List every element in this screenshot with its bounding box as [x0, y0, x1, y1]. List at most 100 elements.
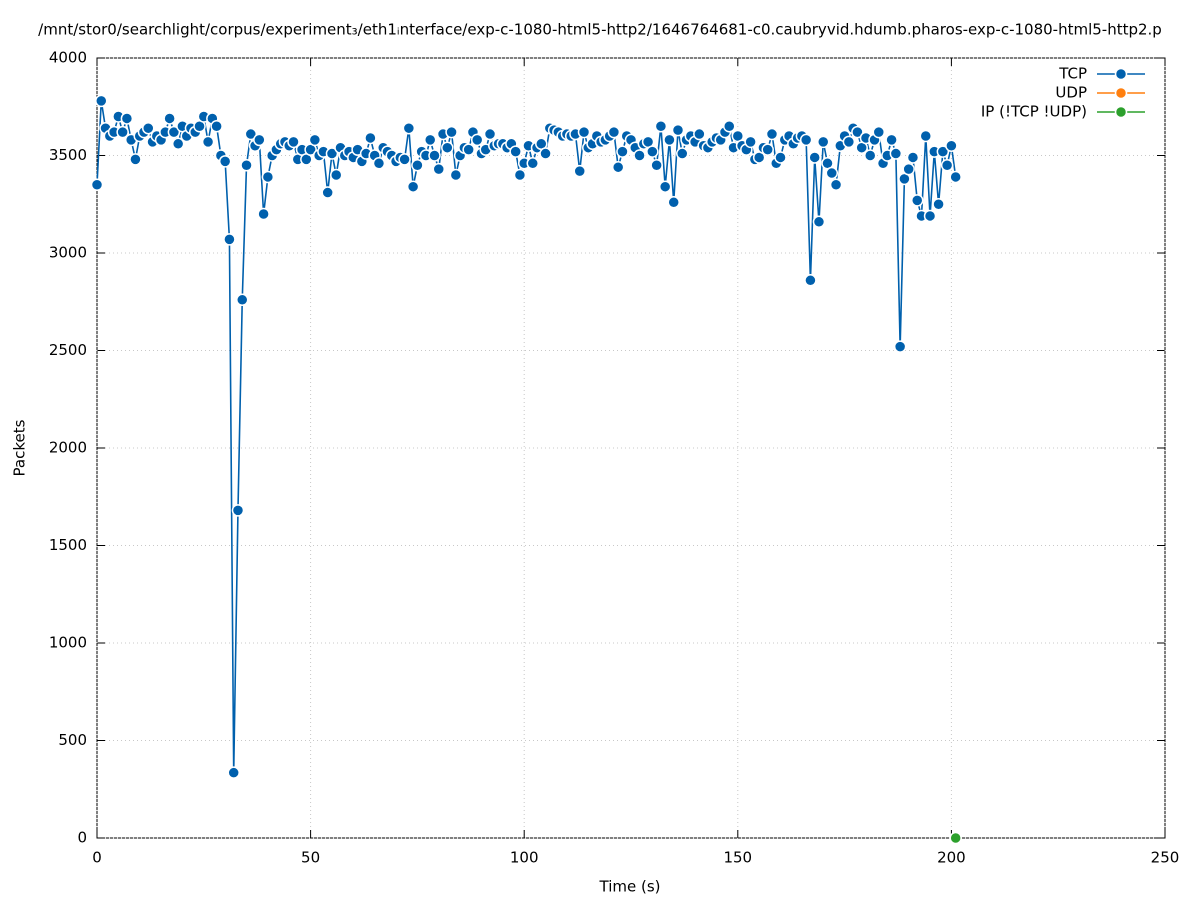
x-tick-label: 100 — [510, 849, 539, 867]
data-point — [829, 178, 843, 191]
data-point — [949, 831, 962, 845]
data-point — [513, 168, 527, 182]
data-point — [210, 120, 223, 133]
data-point — [116, 125, 129, 139]
y-tick-label: 2500 — [49, 341, 87, 359]
data-point — [863, 149, 877, 162]
data-point — [201, 135, 215, 149]
x-tick-label: 250 — [1151, 849, 1180, 867]
data-point — [932, 198, 945, 211]
y-tick-label: 4000 — [49, 49, 87, 67]
legend-marker — [1114, 105, 1128, 119]
chart-title: /mnt/stor0/searchlight/corpus/experiment… — [38, 21, 1162, 39]
y-tick-label: 3500 — [49, 146, 87, 164]
data-point — [910, 194, 924, 207]
data-point — [851, 125, 864, 139]
data-point — [432, 162, 446, 176]
data-point — [577, 125, 591, 139]
y-tick-label: 2000 — [49, 439, 87, 457]
data-point — [936, 145, 950, 158]
y-tick-label: 500 — [58, 731, 87, 749]
data-point — [774, 151, 787, 164]
data-point — [235, 293, 249, 307]
data-point — [723, 120, 736, 133]
data-point — [611, 160, 625, 174]
data-point — [240, 159, 253, 172]
data-point — [218, 155, 232, 168]
data-point — [812, 215, 826, 229]
data-point — [261, 170, 275, 184]
data-point — [650, 159, 663, 172]
data-point — [765, 127, 779, 141]
y-tick-label: 3000 — [49, 244, 87, 262]
data-point — [945, 139, 958, 152]
data-point — [227, 766, 240, 779]
data-point — [663, 133, 676, 147]
data-point — [406, 180, 420, 193]
data-point — [257, 207, 270, 221]
data-point — [120, 112, 134, 125]
data-point — [633, 149, 646, 162]
data-point — [509, 145, 522, 158]
data-point — [799, 133, 813, 147]
data-point — [744, 135, 757, 149]
legend-marker — [1114, 86, 1128, 100]
data-point — [671, 123, 685, 137]
data-point — [398, 153, 411, 166]
series-line — [96, 100, 957, 773]
data-point — [253, 133, 266, 147]
legend-marker — [1114, 67, 1128, 81]
data-point — [364, 131, 377, 145]
data-point — [470, 133, 484, 147]
data-point — [808, 151, 821, 164]
legend-label: IP (!TCP !UDP) — [981, 103, 1087, 121]
data-point — [449, 168, 463, 182]
data-point — [231, 504, 245, 517]
x-tick-label: 150 — [723, 849, 752, 867]
data-point — [906, 151, 920, 164]
data-point — [893, 340, 907, 353]
data-point — [95, 94, 108, 108]
data-point — [804, 274, 817, 287]
data-point — [889, 147, 903, 160]
data-point — [223, 233, 236, 246]
y-tick-label: 1000 — [49, 634, 87, 652]
data-point — [654, 120, 668, 133]
data-point — [872, 125, 886, 139]
data-point — [761, 143, 774, 156]
data-point — [402, 121, 416, 135]
data-point — [940, 159, 954, 172]
data-point — [445, 125, 458, 139]
data-point — [428, 149, 441, 162]
data-point — [825, 166, 839, 180]
data-point — [676, 147, 689, 160]
data-point — [163, 112, 176, 125]
data-point — [573, 164, 586, 178]
data-point — [244, 127, 258, 141]
data-point — [919, 129, 933, 143]
data-point — [90, 178, 104, 191]
data-point — [607, 125, 621, 139]
data-point — [308, 133, 322, 147]
x-tick-label: 200 — [937, 849, 966, 867]
data-point — [329, 168, 343, 182]
data-point — [287, 135, 300, 149]
data-point — [483, 127, 497, 141]
data-point — [423, 133, 437, 147]
data-point — [129, 153, 142, 166]
data-point — [616, 145, 629, 158]
data-point — [658, 180, 672, 193]
data-point — [167, 125, 181, 139]
data-point — [462, 143, 475, 156]
data-point — [902, 162, 915, 176]
data-point — [816, 135, 830, 149]
legend-label: TCP — [1058, 65, 1087, 83]
data-point — [411, 159, 424, 172]
data-point — [667, 196, 680, 209]
x-axis-label: Time (s) — [599, 878, 661, 896]
data-point — [539, 147, 552, 160]
y-axis-label: Packets — [11, 419, 29, 476]
x-tick-label: 50 — [301, 849, 320, 867]
data-point — [372, 157, 386, 170]
